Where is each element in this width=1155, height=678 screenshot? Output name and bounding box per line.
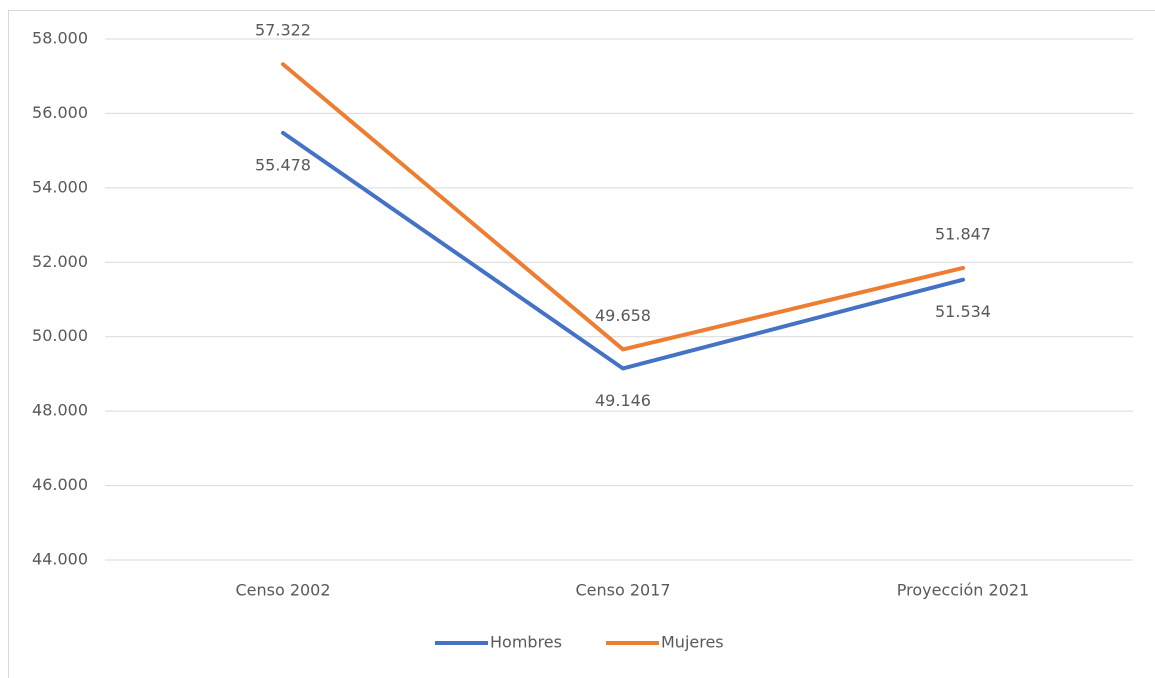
y-tick-label: 46.000 <box>32 475 88 494</box>
legend-label: Hombres <box>490 633 562 652</box>
y-tick-label: 58.000 <box>32 29 88 48</box>
y-tick-label: 54.000 <box>32 177 88 196</box>
series-line <box>281 130 965 371</box>
x-tick-label: Proyección 2021 <box>897 581 1029 600</box>
series-line <box>281 62 965 352</box>
data-label: 57.322 <box>255 21 311 40</box>
y-tick-label: 52.000 <box>32 252 88 271</box>
data-label: 49.146 <box>595 391 651 410</box>
data-label: 55.478 <box>255 155 311 174</box>
y-tick-label: 48.000 <box>32 401 88 420</box>
y-tick-label: 56.000 <box>32 103 88 122</box>
legend-label: Mujeres <box>661 633 724 652</box>
y-tick-label: 44.000 <box>32 550 88 569</box>
x-tick-label: Censo 2002 <box>235 581 330 600</box>
y-tick-label: 50.000 <box>32 326 88 345</box>
data-label: 49.658 <box>595 306 651 325</box>
data-label: 51.847 <box>935 224 991 243</box>
chart-border <box>8 10 1155 678</box>
data-label: 51.534 <box>935 302 991 321</box>
x-tick-label: Censo 2017 <box>575 581 670 600</box>
